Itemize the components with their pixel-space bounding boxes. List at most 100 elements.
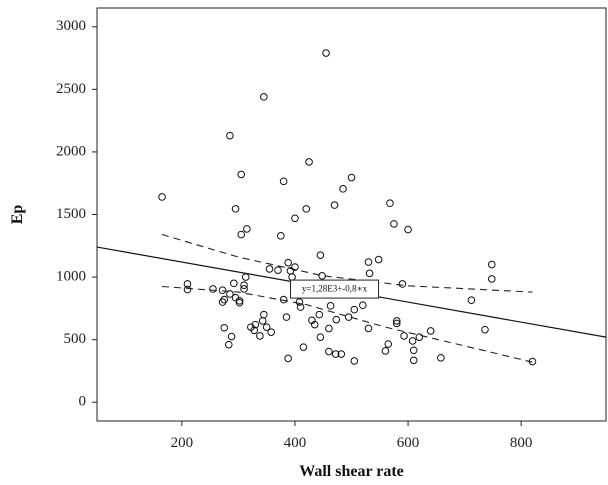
data-point xyxy=(260,310,268,319)
data-point xyxy=(218,298,227,306)
confidence-upper-line xyxy=(161,233,533,293)
fit-equation-label: y=1,28E3+-0,8∗x xyxy=(302,284,368,294)
data-point xyxy=(398,280,407,288)
data-point xyxy=(183,285,192,294)
data-point xyxy=(344,313,353,321)
data-point xyxy=(262,323,271,331)
data-point xyxy=(305,158,313,166)
data-point xyxy=(250,326,259,335)
data-point xyxy=(241,273,250,281)
data-point xyxy=(243,225,251,233)
data-point xyxy=(279,177,288,186)
data-point xyxy=(415,333,424,341)
data-point xyxy=(330,201,339,209)
data-point xyxy=(240,281,248,290)
data-point xyxy=(339,185,347,193)
data-point xyxy=(226,290,234,298)
data-point xyxy=(277,231,285,240)
y-tick-label: 0 xyxy=(79,394,87,410)
data-point xyxy=(409,346,418,355)
data-point xyxy=(409,356,418,365)
data-point xyxy=(310,320,319,329)
data-point xyxy=(230,279,238,288)
data-point xyxy=(325,324,333,333)
data-point xyxy=(325,347,333,356)
data-point xyxy=(237,170,246,179)
data-point xyxy=(237,230,246,239)
data-point xyxy=(332,315,341,324)
data-point xyxy=(158,193,166,201)
data-point xyxy=(284,354,292,363)
data-point xyxy=(291,263,299,271)
data-point xyxy=(296,303,305,311)
data-point xyxy=(284,258,292,267)
data-point xyxy=(240,285,248,293)
data-point xyxy=(350,357,359,365)
data-point xyxy=(258,317,267,325)
data-point xyxy=(437,353,445,362)
data-point xyxy=(374,255,383,264)
y-axis-title: Ep xyxy=(9,205,26,225)
data-point xyxy=(364,324,373,333)
data-point xyxy=(260,93,268,101)
data-point xyxy=(408,337,417,345)
data-point xyxy=(487,260,496,269)
data-point xyxy=(279,295,288,304)
y-tick-label: 3000 xyxy=(56,18,86,34)
data-point xyxy=(295,298,304,306)
data-points xyxy=(158,49,537,366)
data-point xyxy=(291,214,299,223)
x-axis-ticks: 200 400 600 800 xyxy=(171,421,533,451)
y-tick-label: 2500 xyxy=(56,81,86,97)
data-point xyxy=(487,275,496,283)
data-point xyxy=(299,343,308,351)
data-point xyxy=(392,317,401,325)
data-point xyxy=(267,328,275,336)
data-point xyxy=(209,285,217,293)
y-tick-label: 1000 xyxy=(56,269,86,285)
data-point xyxy=(326,302,335,310)
data-point xyxy=(235,298,244,307)
data-point xyxy=(316,333,325,341)
data-point xyxy=(302,205,311,213)
y-tick-label: 1500 xyxy=(56,206,86,222)
data-point xyxy=(426,327,435,335)
x-tick-label: 800 xyxy=(510,435,533,451)
data-point xyxy=(381,347,390,355)
data-point xyxy=(231,205,240,213)
data-point xyxy=(404,225,412,234)
fit-equation-box: y=1,28E3+-0,8∗x xyxy=(290,279,380,299)
y-axis-ticks: 0 500 1000 1500 2000 2500 3000 xyxy=(56,18,97,410)
data-point xyxy=(392,319,401,328)
data-point xyxy=(316,251,325,259)
data-point xyxy=(251,320,260,329)
data-point xyxy=(183,280,192,288)
data-point xyxy=(218,286,227,295)
data-point xyxy=(350,305,359,314)
data-point xyxy=(282,313,291,321)
data-point xyxy=(256,332,264,340)
x-tick-label: 600 xyxy=(397,435,420,451)
data-point xyxy=(318,272,326,280)
data-point xyxy=(315,310,324,319)
data-point xyxy=(365,269,374,278)
data-point xyxy=(265,265,274,273)
data-point xyxy=(224,340,233,349)
y-tick-label: 500 xyxy=(64,331,87,347)
data-point xyxy=(331,350,340,358)
data-point xyxy=(322,49,330,57)
data-point xyxy=(384,340,393,348)
x-tick-label: 200 xyxy=(171,435,194,451)
data-point xyxy=(226,131,234,140)
data-point xyxy=(288,273,296,281)
y-tick-label: 2000 xyxy=(56,143,86,159)
data-point xyxy=(400,332,408,340)
data-point xyxy=(274,266,282,274)
data-point xyxy=(390,220,398,228)
data-point xyxy=(481,325,489,334)
x-tick-label: 400 xyxy=(284,435,307,451)
data-point xyxy=(528,357,537,366)
data-point xyxy=(467,296,476,305)
data-point xyxy=(337,350,346,358)
